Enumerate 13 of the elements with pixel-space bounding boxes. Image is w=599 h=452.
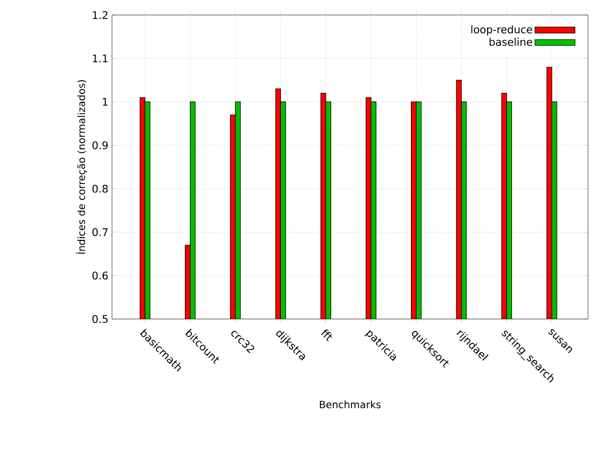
y-tick-label: 0.9 xyxy=(92,141,108,150)
y-tick-label: 0.7 xyxy=(92,228,108,236)
x-axis-title: Benchmarks xyxy=(320,400,381,408)
legend-label: baseline xyxy=(490,38,532,46)
y-tick-label: 0.5 xyxy=(92,315,108,323)
legend-label: loop-reduce xyxy=(471,25,532,36)
y-tick-label: 0.8 xyxy=(92,184,108,193)
x-tick-label: fft xyxy=(320,329,332,342)
y-tick-label: 1.2 xyxy=(92,11,108,19)
y-tick-label: 0.6 xyxy=(92,272,108,280)
y-tick-label: 1 xyxy=(102,98,108,106)
y-axis-title: Índices de correção (normalizados) xyxy=(76,80,87,254)
y-tick-label: 1.1 xyxy=(92,54,108,62)
